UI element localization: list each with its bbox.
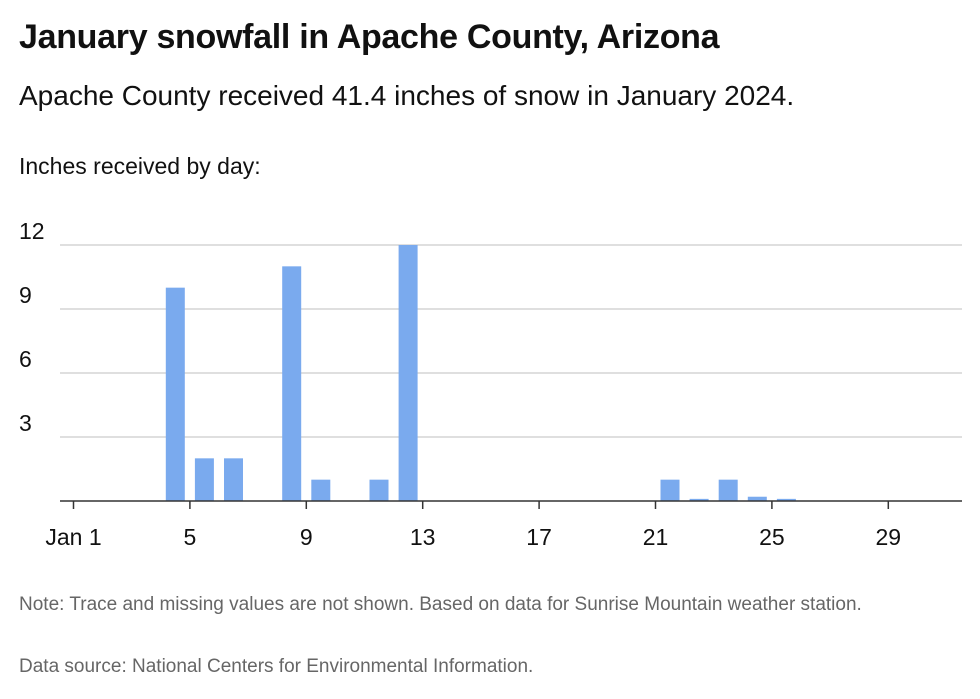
- bar-jan-6: [224, 458, 243, 501]
- x-tick-label: 9: [300, 524, 313, 550]
- x-tick-label: 21: [643, 524, 669, 550]
- x-tick-label: 25: [759, 524, 785, 550]
- x-tick-labels: Jan 1 5 9 13 17 21 25 29: [45, 524, 901, 550]
- y-axis-label: Inches received by day:: [19, 153, 261, 179]
- gridlines: [60, 244, 962, 438]
- x-tick-label: 13: [410, 524, 436, 550]
- x-tick-label: 17: [526, 524, 552, 550]
- data-source: Data source: National Centers for Enviro…: [19, 656, 534, 677]
- bar-jan-21: [660, 479, 680, 501]
- y-tick-label: 12: [19, 218, 45, 244]
- bar-jan-4: [165, 287, 185, 501]
- chart-subtitle: Apache County received 41.4 inches of sn…: [19, 80, 795, 111]
- x-tick-label: 5: [184, 524, 197, 550]
- bar-jan-5: [194, 458, 214, 501]
- y-tick-label: 9: [19, 282, 32, 308]
- x-tick-label: Jan 1: [45, 524, 101, 550]
- bar-jan-23: [718, 479, 738, 501]
- bar-jan-9: [311, 479, 331, 501]
- chart-note: Note: Trace and missing values are not s…: [19, 594, 862, 615]
- y-tick-label: 3: [19, 410, 32, 436]
- bar-jan-22: [689, 498, 709, 501]
- bar-jan-24: [747, 496, 767, 501]
- x-tick-label: 29: [876, 524, 902, 550]
- bars: [165, 245, 796, 501]
- bar-jan-11: [369, 479, 389, 501]
- bar-jan-8: [282, 266, 302, 501]
- x-axis: [60, 500, 962, 509]
- bar-jan-12: [398, 245, 418, 501]
- bar-jan-25: [776, 498, 796, 501]
- y-tick-labels: 3 6 9 12: [19, 218, 45, 436]
- chart-title: January snowfall in Apache County, Arizo…: [19, 18, 720, 56]
- y-tick-label: 6: [19, 346, 32, 372]
